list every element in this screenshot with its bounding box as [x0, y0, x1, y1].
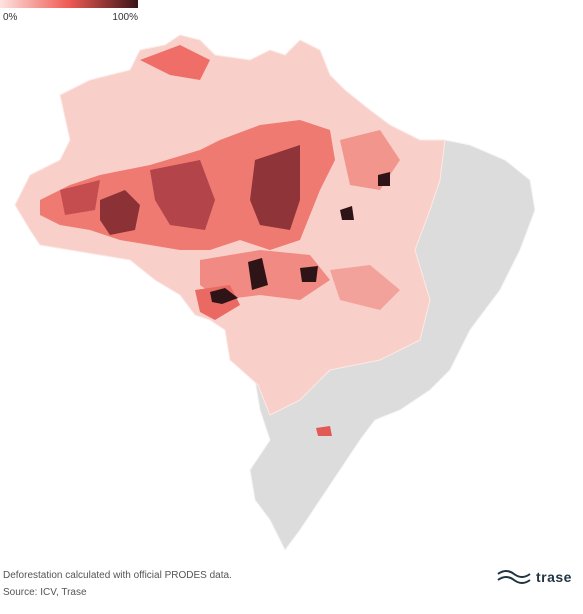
logo-text: trase — [536, 569, 572, 585]
deforestation-patch — [250, 145, 300, 230]
logo-icon — [497, 570, 531, 584]
deforestation-patch — [60, 180, 100, 215]
legend-max: 100% — [112, 12, 138, 23]
deforestation-patch — [300, 266, 318, 282]
deforestation-patch — [150, 160, 215, 230]
deforestation-patch — [210, 288, 238, 304]
deforestation-patch — [100, 190, 140, 235]
deforestation-patch — [330, 265, 400, 310]
deforestation-patch — [340, 206, 354, 220]
deforestation-patch — [378, 172, 390, 186]
legend-min: 0% — [3, 12, 18, 23]
deforestation-patch — [316, 426, 332, 436]
deforestation-patch — [140, 45, 210, 80]
deforestation-patch — [248, 258, 268, 290]
source-credit: Source: ICV, Trase — [3, 587, 87, 598]
source-note: Deforestation calculated with official P… — [3, 570, 232, 581]
legend-gradient — [0, 0, 138, 8]
